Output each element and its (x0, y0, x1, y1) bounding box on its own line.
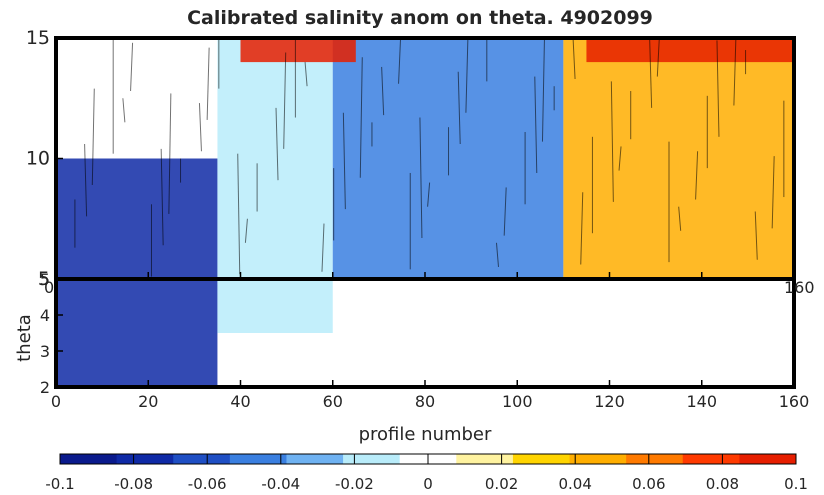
contour-line (275, 107, 279, 181)
contour-line (465, 38, 469, 113)
contour-line (381, 66, 385, 116)
contour-line (359, 57, 363, 178)
contour-line (716, 40, 720, 137)
contour-line (160, 148, 164, 246)
x-tick-label: 80 (415, 392, 435, 411)
contour-line (321, 223, 325, 272)
contour-line (495, 242, 499, 267)
colorbar: -0.1 -0.08 -0.06 -0.04 -0.02 0 0.02 0.04 0.06 0.0… (45, 453, 808, 493)
contour-line (618, 146, 622, 171)
field-region-4 (240, 38, 356, 63)
colorbar-tick-label: -0.1 (45, 475, 74, 493)
contour-line (771, 156, 775, 229)
colorbar-swatch (682, 454, 740, 464)
upper-x-tick-label: 0 (44, 278, 54, 297)
contour-line (678, 206, 682, 231)
field-region-0 (56, 158, 218, 387)
upper-x-tick-label: 160 (784, 278, 815, 297)
colorbar-swatch (569, 454, 627, 464)
contour-line (342, 112, 346, 210)
contour-line (580, 192, 584, 265)
contour-line (572, 38, 576, 79)
contour-line (304, 62, 308, 87)
colorbar-swatch (739, 454, 797, 464)
field-region-5 (586, 38, 794, 63)
chart-title: Calibrated salinity anom on theta. 49020… (187, 7, 653, 29)
contour-line (419, 117, 423, 239)
contour-line (206, 47, 210, 120)
contour-line (754, 211, 758, 260)
contour-line (168, 93, 172, 214)
x-axis-label: profile number (359, 424, 492, 445)
contour-line (610, 81, 614, 202)
lower-y-tick-label: 3 (40, 342, 50, 361)
colorbar-swatch (286, 454, 344, 464)
lower-y-tick-label: 4 (40, 306, 50, 325)
contour-line (198, 103, 202, 152)
contour-line (503, 187, 507, 236)
contour-line (244, 218, 248, 243)
heatmap-field (56, 38, 794, 387)
colorbar-tick-label: -0.08 (114, 475, 153, 493)
colorbar-tick-label: 0.1 (784, 475, 808, 493)
colorbar-swatch (456, 454, 514, 464)
contour-line (283, 52, 287, 149)
x-tick-label: 160 (779, 392, 810, 411)
colorbar-tick-label: 0 (423, 475, 433, 493)
upper-y-tick-label: 15 (26, 27, 50, 49)
colorbar-tick-label: -0.04 (261, 475, 300, 493)
colorbar-tick-label: 0.04 (558, 475, 591, 493)
contour-line (649, 38, 653, 108)
colorbar-tick-label: -0.06 (188, 475, 227, 493)
x-tick-label: 60 (323, 392, 343, 411)
x-tick-label: 40 (230, 392, 250, 411)
x-tick-label: 120 (594, 392, 625, 411)
upper-y-tick-label: 10 (26, 148, 50, 170)
colorbar-tick-label: 0.08 (706, 475, 739, 493)
contour-line (656, 38, 660, 77)
contour-line (534, 76, 538, 173)
field-region-3 (563, 38, 794, 279)
contour-line (398, 38, 402, 84)
x-tick-label: 140 (686, 392, 717, 411)
contour-line (541, 38, 545, 142)
colorbar-swatch (343, 454, 401, 464)
colorbar-swatch (116, 454, 174, 464)
field-region-1 (217, 38, 333, 333)
upper-y-tick-label: 5 (38, 268, 50, 290)
colorbar-tick-label: 0.02 (485, 475, 518, 493)
y-axis-label: theta (14, 314, 35, 362)
colorbar-tick-label: 0.06 (632, 475, 665, 493)
colorbar-swatch (626, 454, 684, 464)
x-tick-label: 20 (138, 392, 158, 411)
x-tick-label: 100 (502, 392, 533, 411)
colorbar-swatch (60, 454, 118, 464)
colorbar-swatch (173, 454, 231, 464)
contour-line (695, 151, 699, 200)
colorbar-swatch (229, 454, 287, 464)
contour-line (84, 144, 88, 217)
contour-line (427, 182, 431, 207)
colorbar-swatch (512, 454, 571, 464)
contour-line (130, 42, 134, 92)
contour-line (237, 153, 241, 275)
x-tick-label: 0 (51, 392, 61, 411)
colorbar-tick-label: -0.02 (335, 475, 374, 493)
contour-line (122, 98, 126, 123)
contour-line (457, 71, 461, 145)
lower-y-tick-label: 2 (40, 378, 50, 397)
lower-y-tick-label: 5 (40, 270, 50, 289)
contour-line (91, 88, 95, 186)
contour-line (733, 38, 737, 106)
